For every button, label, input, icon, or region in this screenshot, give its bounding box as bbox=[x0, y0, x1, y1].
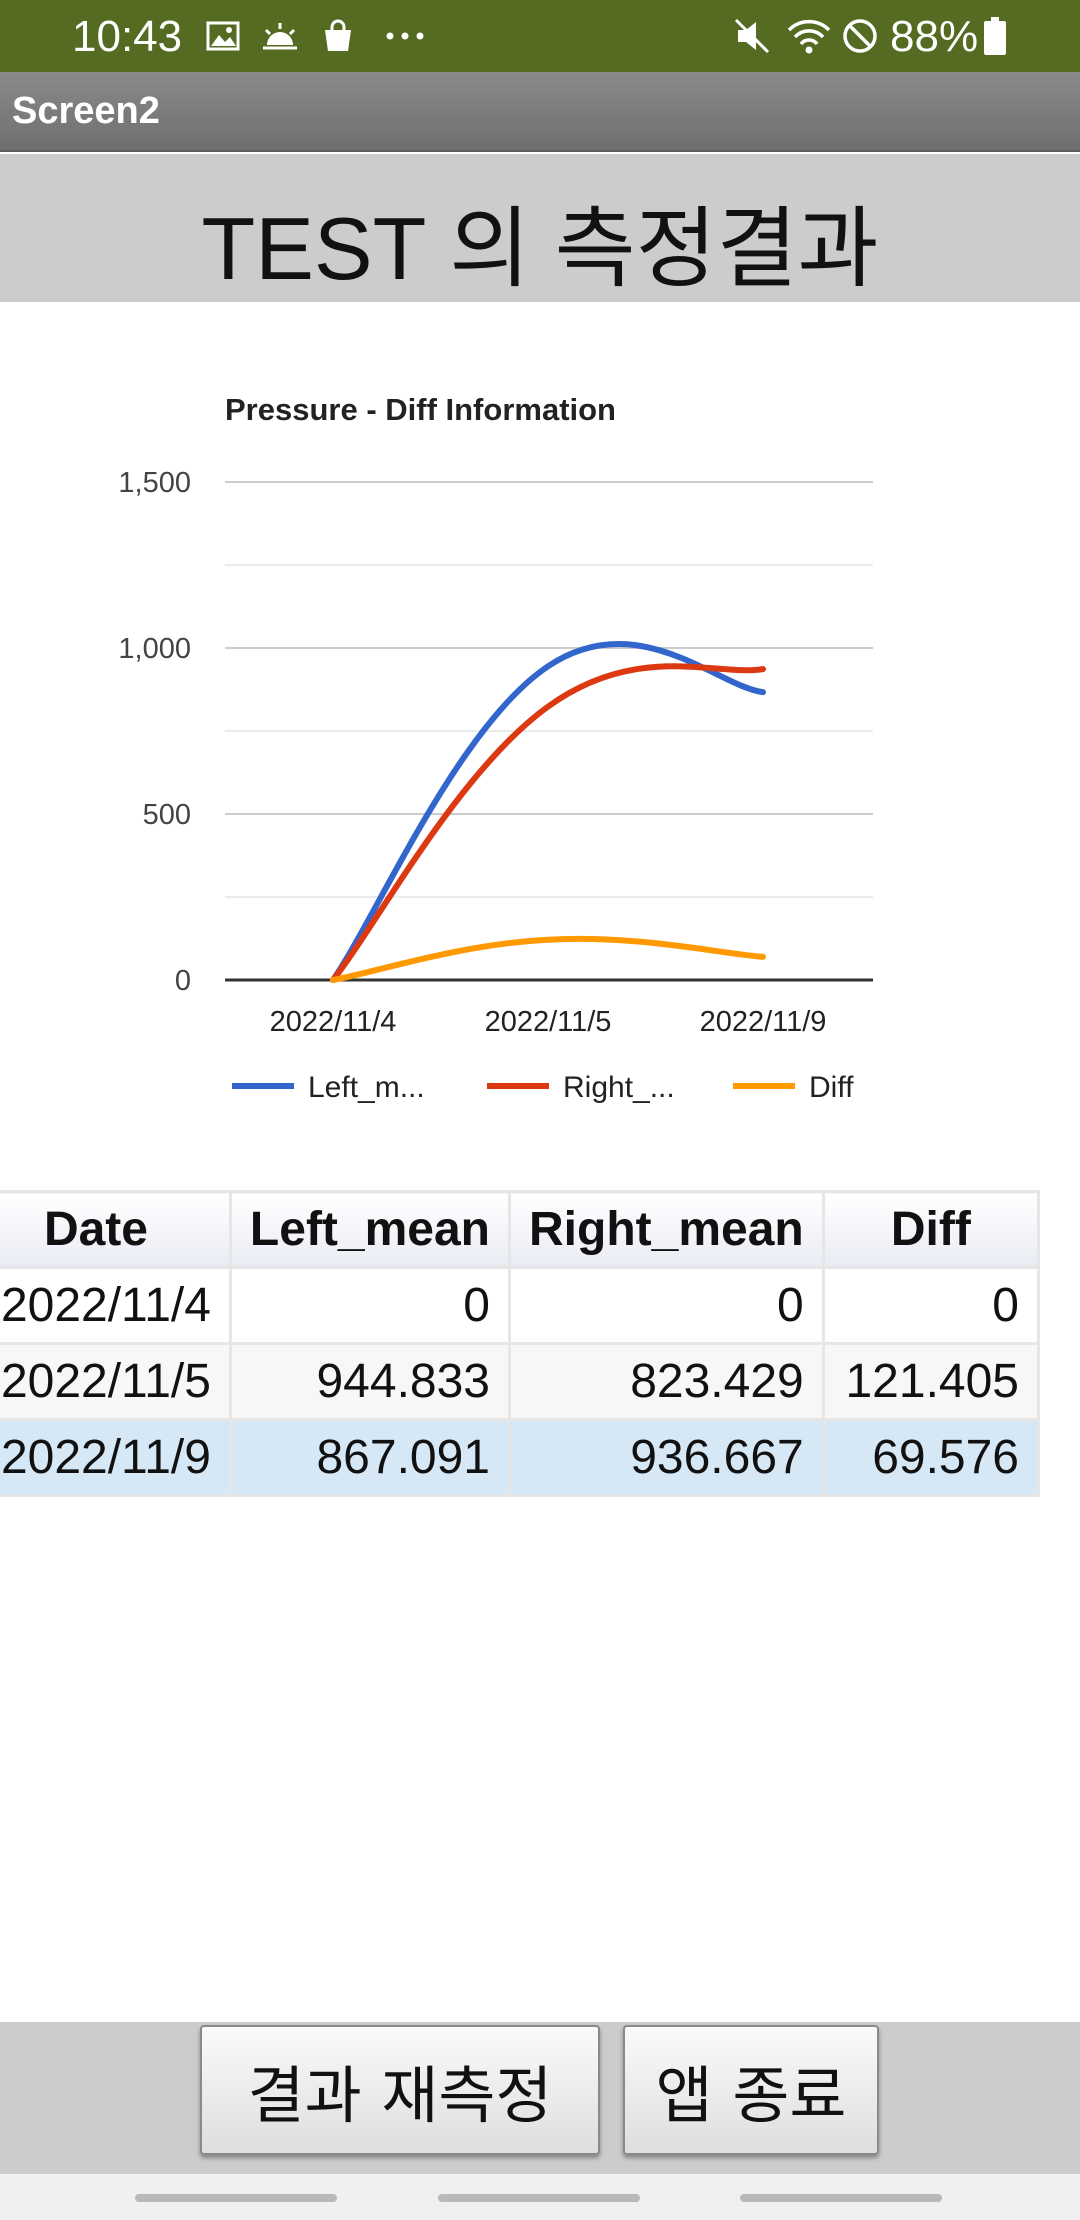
chart-svg: Pressure - Diff Information 0 500 1,000 1,50… bbox=[118, 392, 873, 1104]
cell-diff: 121.405 bbox=[821, 1342, 1041, 1421]
cell-date: 2022/11/4 bbox=[0, 1266, 232, 1345]
series-line-left-m bbox=[330, 641, 766, 983]
table-row[interactable]: 2022/11/5 944.833 823.429 121.405 bbox=[0, 1342, 1041, 1421]
cell-right-mean: 823.429 bbox=[508, 1342, 825, 1421]
chart-title: Pressure - Diff Information bbox=[225, 392, 616, 427]
nav-back-handle[interactable] bbox=[740, 2194, 942, 2202]
y-tick-label: 1,500 bbox=[118, 467, 191, 499]
cell-right-mean: 0 bbox=[508, 1266, 825, 1345]
mute-icon bbox=[733, 16, 773, 56]
app-bar: Screen2 bbox=[0, 72, 1080, 152]
cell-right-mean: 936.667 bbox=[508, 1418, 825, 1497]
cell-diff: 69.576 bbox=[821, 1418, 1041, 1497]
exit-app-button[interactable]: 앱 종료 bbox=[623, 2025, 879, 2155]
legend-label-diff: Diff bbox=[809, 1071, 854, 1104]
header-band: TEST 의 측정결과 bbox=[0, 154, 1080, 302]
series-line-right bbox=[330, 663, 766, 983]
x-tick-label: 2022/11/4 bbox=[270, 1006, 397, 1038]
pressure-chart: Pressure - Diff Information 0 500 1,000 1,50… bbox=[0, 302, 1080, 1162]
cell-diff: 0 bbox=[821, 1266, 1041, 1345]
x-tick-label: 2022/11/9 bbox=[700, 1006, 827, 1038]
shopping-bag-icon bbox=[320, 16, 356, 56]
weather-sunrise-icon bbox=[260, 16, 300, 56]
footer-bar: 결과 재측정 앱 종료 bbox=[0, 2022, 1080, 2174]
cell-left-mean: 867.091 bbox=[228, 1418, 512, 1497]
battery-percentage: 88% bbox=[890, 12, 979, 61]
legend-label-right: Right_... bbox=[563, 1071, 675, 1104]
more-dots-icon bbox=[385, 16, 425, 56]
header-diff[interactable]: Diff bbox=[821, 1190, 1041, 1269]
battery-icon bbox=[982, 16, 1008, 56]
image-icon bbox=[205, 16, 241, 56]
series-line-diff bbox=[330, 935, 766, 983]
nav-home-handle[interactable] bbox=[438, 2194, 640, 2202]
header-right-mean[interactable]: Right_mean bbox=[508, 1190, 825, 1269]
nav-recents-handle[interactable] bbox=[135, 2194, 337, 2202]
header-left-mean[interactable]: Left_mean bbox=[228, 1190, 512, 1269]
do-not-disturb-icon bbox=[840, 16, 880, 56]
wifi-icon bbox=[785, 16, 833, 56]
cell-left-mean: 944.833 bbox=[228, 1342, 512, 1421]
cell-date: 2022/11/9 bbox=[0, 1418, 232, 1497]
page-title: TEST 의 측정결과 bbox=[201, 199, 879, 298]
y-tick-label: 1,000 bbox=[118, 633, 191, 665]
y-tick-label: 0 bbox=[175, 965, 191, 997]
x-tick-label: 2022/11/5 bbox=[485, 1006, 612, 1038]
table-row-selected[interactable]: 2022/11/9 867.091 936.667 69.576 bbox=[0, 1418, 1041, 1497]
legend-label-left-m: Left_m... bbox=[308, 1071, 425, 1104]
status-bar: 10:43 88% bbox=[0, 0, 1080, 72]
remeasure-button[interactable]: 결과 재측정 bbox=[200, 2025, 600, 2155]
system-nav-bar bbox=[0, 2174, 1080, 2220]
results-table: Date Left_mean Right_mean Diff 2022/11/4… bbox=[0, 1190, 1041, 1497]
table-row[interactable]: 2022/11/4 0 0 0 bbox=[0, 1266, 1041, 1345]
table-header-row: Date Left_mean Right_mean Diff bbox=[0, 1190, 1041, 1269]
screen-title: Screen2 bbox=[12, 90, 160, 132]
header-date[interactable]: Date bbox=[0, 1190, 232, 1269]
cell-left-mean: 0 bbox=[228, 1266, 512, 1345]
status-time: 10:43 bbox=[72, 12, 183, 61]
y-tick-label: 500 bbox=[143, 799, 191, 831]
cell-date: 2022/11/5 bbox=[0, 1342, 232, 1421]
